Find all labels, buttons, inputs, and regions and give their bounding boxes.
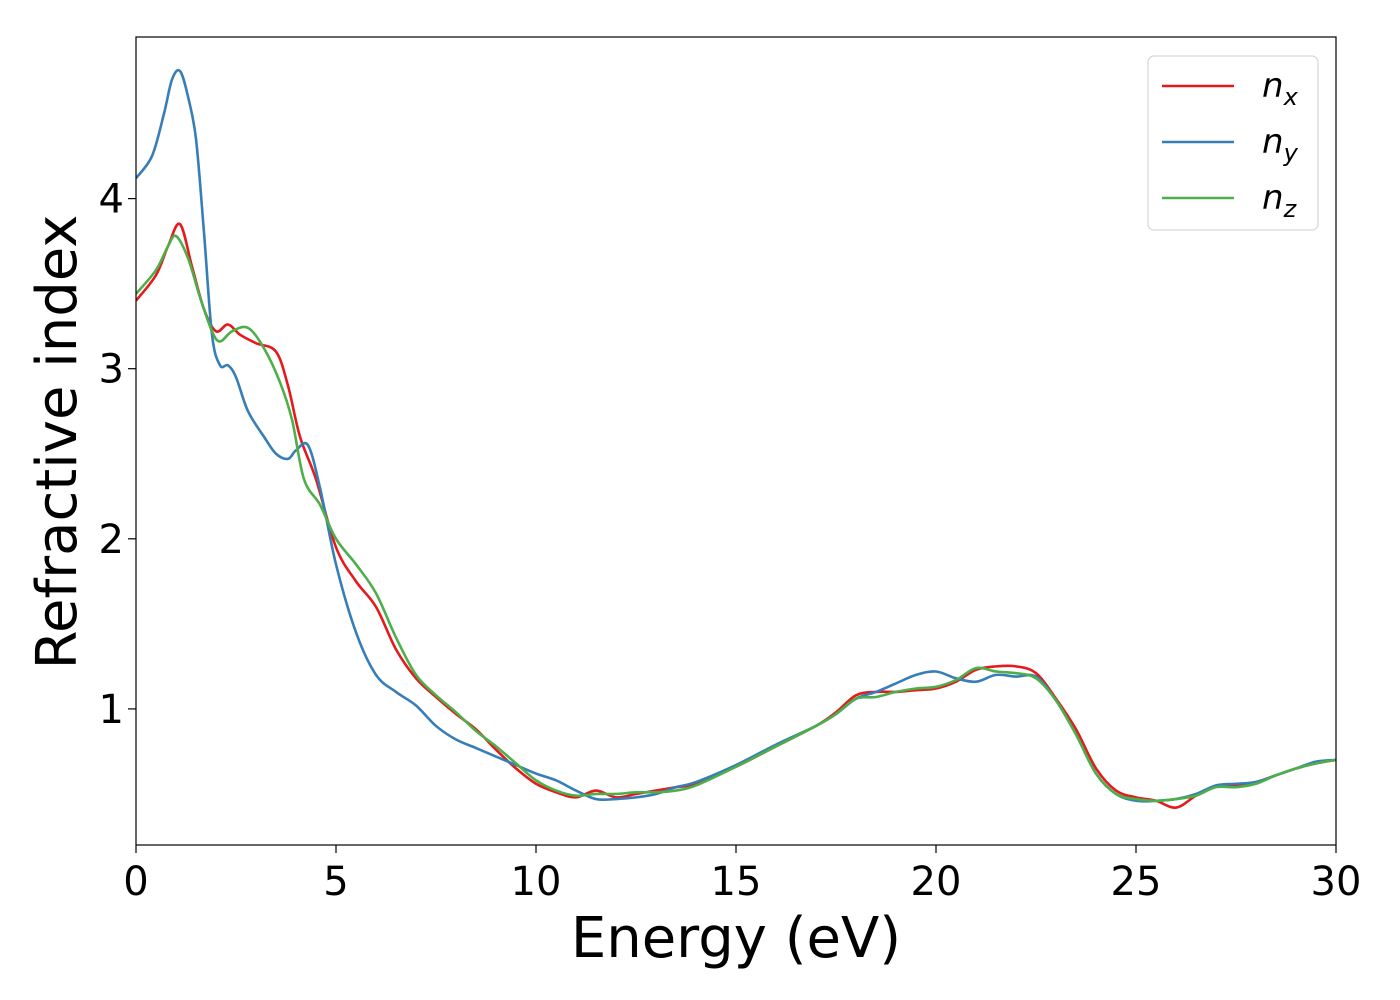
legend: nx ny nz: [1147, 55, 1319, 231]
x-tick-label: 0: [123, 859, 148, 905]
legend-label-ny: ny: [1262, 122, 1299, 167]
legend-label-nx: nx: [1262, 66, 1299, 111]
y-tick-label: 2: [99, 517, 124, 563]
x-tick-label: 10: [511, 859, 562, 905]
series-line-nx: [136, 222, 1336, 809]
y-tick-label: 4: [99, 177, 124, 223]
x-tick-label: 20: [911, 859, 962, 905]
plot-area: [136, 68, 1336, 809]
axes: 0 5 10 15 20 25 30 1 2 3 4: [99, 36, 1362, 905]
x-tick-label: 25: [1111, 859, 1162, 905]
series-line-nz: [136, 234, 1336, 803]
y-tick-label: 3: [99, 347, 124, 393]
x-tick-label: 15: [711, 859, 762, 905]
x-tick-label: 5: [323, 859, 348, 905]
y-tick-label: 1: [99, 687, 124, 733]
x-tick-label: 30: [1311, 859, 1362, 905]
legend-label-nz: nz: [1262, 178, 1298, 223]
x-axis-title: Energy (eV): [571, 906, 901, 971]
y-axis-title: Refractive index: [25, 215, 90, 670]
